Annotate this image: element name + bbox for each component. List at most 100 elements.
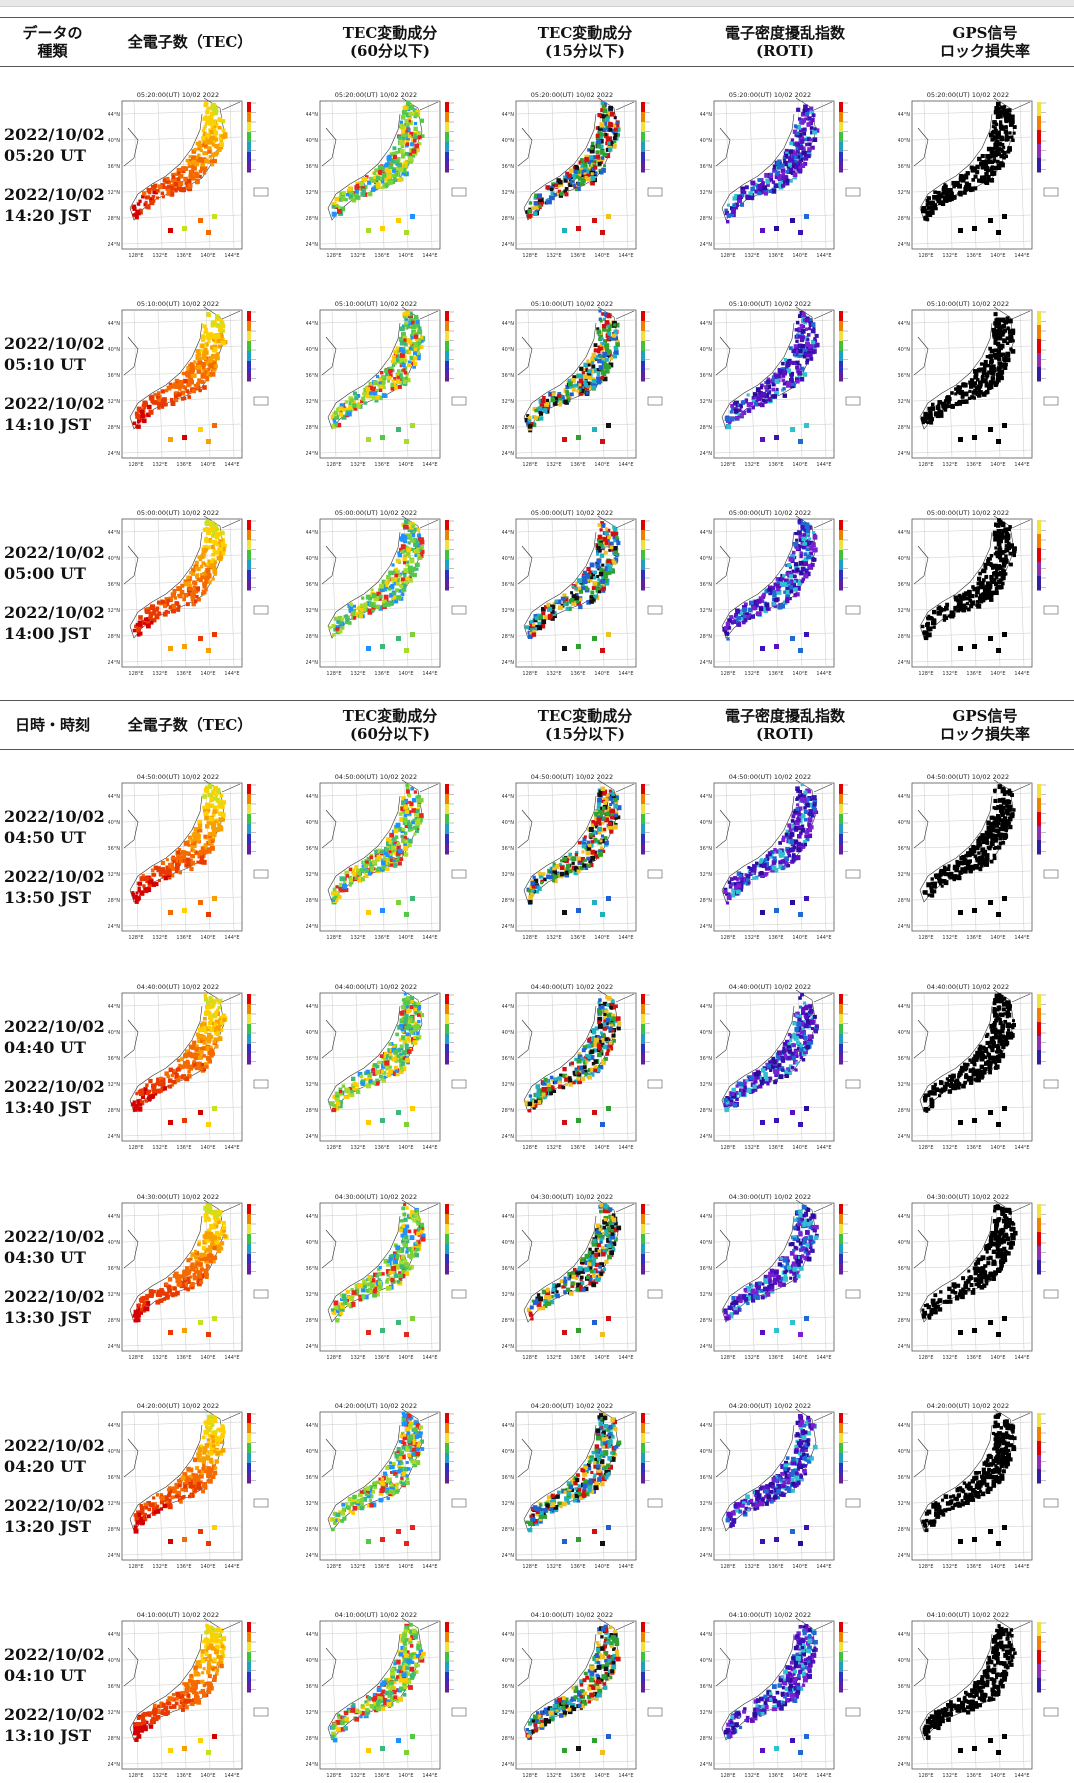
colorbar-segment xyxy=(641,311,645,322)
station-point xyxy=(596,559,601,564)
station-point xyxy=(189,571,193,575)
station-point xyxy=(614,550,618,554)
lat-tick-label: 24°N xyxy=(502,660,514,666)
station-point xyxy=(137,633,141,637)
logo-badge xyxy=(648,606,662,614)
station-point xyxy=(999,532,1004,537)
station-point xyxy=(207,340,210,343)
station-point xyxy=(806,547,810,551)
station-point xyxy=(191,374,195,378)
station-point xyxy=(348,186,353,191)
station-point xyxy=(410,573,414,577)
station-point xyxy=(991,150,994,153)
map-canvas: 04:50:00(UT) 10/02 202244°N40°N36°N32°N2… xyxy=(108,770,278,945)
colorbar-segment xyxy=(1037,116,1041,131)
lat-tick-label: 24°N xyxy=(306,660,318,666)
station-point xyxy=(794,124,797,127)
station-point xyxy=(205,811,209,815)
colorbar-segment xyxy=(839,560,843,571)
station-point xyxy=(993,341,997,345)
lat-tick-label: 40°N xyxy=(898,347,910,353)
station-point xyxy=(400,121,403,124)
header-tec: 全電子数（TEC） xyxy=(105,701,275,749)
station-point xyxy=(784,154,788,158)
station-point xyxy=(978,581,981,584)
station-point xyxy=(927,196,931,200)
station-point xyxy=(1010,136,1013,139)
station-point xyxy=(983,587,987,591)
station-point xyxy=(532,623,536,627)
lat-tick-label: 36°N xyxy=(502,373,514,379)
station-point xyxy=(361,597,364,600)
station-point xyxy=(152,191,156,195)
station-point xyxy=(798,349,802,353)
station-point xyxy=(938,411,943,416)
colorbar-segment xyxy=(445,520,449,531)
station-point xyxy=(598,162,602,166)
station-point xyxy=(928,626,933,631)
station-point xyxy=(580,181,585,186)
lat-tick-label: 24°N xyxy=(306,451,318,457)
station-point xyxy=(404,321,408,325)
station-point xyxy=(351,611,356,616)
station-point xyxy=(203,582,207,586)
colorbar-segment xyxy=(247,321,251,332)
station-point xyxy=(994,523,998,527)
station-point xyxy=(1008,131,1011,134)
station-point xyxy=(993,354,997,358)
lon-tick-label: 132°E xyxy=(744,253,759,259)
header-dtec15: TEC変動成分 (15分以下) xyxy=(500,701,670,749)
station-point xyxy=(132,205,136,209)
header-dtec60: TEC変動成分 (60分以下) xyxy=(305,18,475,66)
colorbar xyxy=(839,311,848,382)
lon-tick-label: 140°E xyxy=(200,253,215,259)
colorbar-segment xyxy=(445,341,449,352)
station-point xyxy=(360,611,364,615)
lon-tick-label: 132°E xyxy=(546,253,561,259)
station-point xyxy=(812,113,816,117)
station-point xyxy=(401,153,405,157)
station-point xyxy=(390,584,394,588)
station-point xyxy=(972,644,977,649)
lon-tick-label: 128°E xyxy=(720,462,735,468)
station-point xyxy=(578,605,582,609)
station-point xyxy=(590,563,595,568)
station-point xyxy=(215,314,219,318)
station-point xyxy=(350,191,353,194)
logo-badge xyxy=(846,397,860,405)
logo-badge xyxy=(846,188,860,196)
lat-tick-label: 24°N xyxy=(502,242,514,248)
lat-tick-label: 24°N xyxy=(700,242,712,248)
station-point xyxy=(409,106,413,110)
station-point xyxy=(142,404,146,408)
station-point xyxy=(393,350,397,354)
station-point xyxy=(990,178,995,183)
station-point xyxy=(411,336,414,339)
station-point xyxy=(392,174,396,178)
colorbar-segment xyxy=(1037,548,1041,563)
lon-tick-label: 144°E xyxy=(1014,253,1029,259)
header-data-type: データの 種類 xyxy=(0,18,105,66)
station-point xyxy=(204,577,207,580)
station-point xyxy=(186,384,189,387)
station-point xyxy=(958,228,963,233)
station-point xyxy=(988,160,993,165)
lat-tick-label: 32°N xyxy=(502,608,514,614)
map-canvas: 05:00:00(UT) 10/02 202244°N40°N36°N32°N2… xyxy=(108,506,278,681)
station-point xyxy=(812,531,815,534)
map-title: 05:00:00(UT) 10/02 2022 xyxy=(729,509,811,517)
station-point xyxy=(974,372,978,376)
lat-tick-label: 32°N xyxy=(108,190,120,196)
station-point xyxy=(194,600,197,603)
station-point xyxy=(803,128,807,132)
station-point xyxy=(538,406,543,411)
station-point xyxy=(565,187,569,191)
station-point xyxy=(986,559,990,563)
station-point xyxy=(204,370,207,373)
station-point xyxy=(181,850,186,855)
station-point xyxy=(726,220,729,223)
station-point xyxy=(148,191,152,195)
station-point xyxy=(202,794,207,799)
station-point xyxy=(740,203,744,207)
